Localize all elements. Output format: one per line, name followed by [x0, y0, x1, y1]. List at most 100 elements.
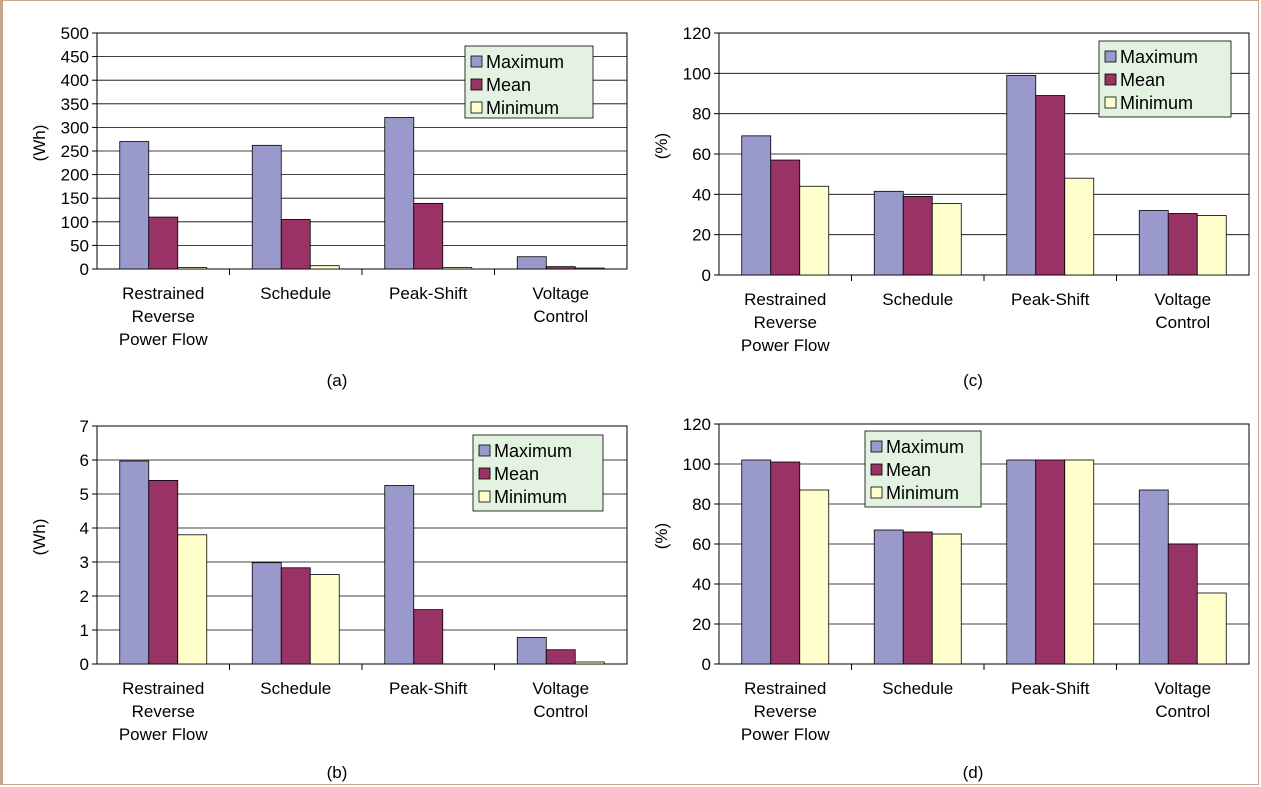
legend-swatch [470, 101, 483, 114]
legend-swatch [478, 444, 491, 457]
legend-entry: Mean [886, 460, 931, 480]
legend-swatch [1104, 50, 1117, 63]
legend-swatch [470, 78, 483, 91]
y-tick-label: 0 [702, 266, 711, 285]
bar-minimum-2 [309, 265, 340, 270]
legend-swatch [1104, 96, 1117, 109]
chart-a: 0 50 100 150 200 250 300 350 400 450 500 (Wh) Restra… [30, 24, 628, 390]
bar-mean-3 [413, 609, 444, 665]
y-tick-label: 150 [61, 189, 89, 208]
y-tick-label: 100 [683, 455, 711, 474]
y-tick-label: 120 [683, 24, 711, 43]
bar-minimum-2 [931, 533, 962, 665]
bar-maximum-4 [1138, 210, 1169, 276]
legend-entry: Maximum [1120, 47, 1198, 67]
figure-canvas: 050100150200250300350400450500(Wh)Restra… [30, 24, 1250, 782]
legend-swatch [478, 467, 491, 480]
x-tick-label: Restrained Reverse Power Flow [119, 284, 209, 349]
x-tick-label: Peak-Shift [1011, 290, 1090, 309]
bar-minimum-2 [309, 574, 340, 665]
y-axis-label: (%) [652, 523, 671, 549]
legend-box [864, 430, 982, 508]
bar-maximum-3 [384, 485, 415, 665]
y-tick-label: 500 [61, 24, 89, 43]
legend-entry: Minimum [1120, 93, 1193, 113]
y-tick-label: 1 [80, 621, 89, 640]
panel-caption: (d) [963, 763, 984, 782]
chart-d: 0 20 40 60 80 100 120 (%) Restrained Reverse Power… [652, 415, 1250, 782]
bar-maximum-2 [873, 190, 904, 276]
legend-entry: Maximum [886, 437, 964, 457]
x-tick-label: Peak-Shift [389, 679, 468, 698]
y-tick-label: 0 [80, 655, 89, 674]
bar-maximum-1 [119, 460, 150, 665]
x-tick-label: Schedule [882, 679, 953, 698]
bar-minimum-1 [177, 267, 208, 270]
bar-maximum-3 [1006, 459, 1037, 665]
y-tick-label: 20 [692, 615, 711, 634]
y-tick-label: 350 [61, 95, 89, 114]
bar-maximum-1 [741, 459, 772, 665]
legend-entry: Maximum [494, 441, 572, 461]
y-tick-label: 4 [80, 519, 89, 538]
y-tick-label: 80 [692, 105, 711, 124]
x-tick-label: Voltage Control [532, 284, 589, 326]
legend-entry: Mean [486, 75, 531, 95]
y-tick-label: 0 [80, 260, 89, 279]
y-tick-label: 20 [692, 226, 711, 245]
bar-maximum-4 [1138, 489, 1169, 665]
bar-maximum-3 [384, 117, 415, 270]
legend-entry: Mean [1120, 70, 1165, 90]
y-tick-label: 400 [61, 71, 89, 90]
chart-b: 0 1 2 3 4 5 6 7 (Wh) Restrained Reverse Power Flow S… [30, 417, 628, 782]
legend-entry: Minimum [494, 487, 567, 507]
x-tick-label: Schedule [260, 679, 331, 698]
bar-maximum-2 [251, 144, 282, 270]
y-tick-label: 6 [80, 451, 89, 470]
bar-mean-1 [770, 461, 801, 665]
bar-mean-3 [1035, 459, 1066, 665]
x-tick-label: Peak-Shift [1011, 679, 1090, 698]
y-axis-label: (Wh) [30, 125, 49, 162]
y-tick-label: 5 [80, 485, 89, 504]
bar-minimum-3 [1064, 459, 1095, 665]
bar-mean-4 [1167, 213, 1198, 276]
x-tick-label: Voltage Control [1154, 290, 1211, 332]
bar-mean-4 [545, 266, 576, 270]
legend: Maximum Mean Minimum [464, 45, 594, 119]
bar-mean-4 [1167, 543, 1198, 665]
bar-minimum-4 [574, 661, 605, 665]
x-tick-label: Schedule [260, 284, 331, 303]
legend-swatch [470, 55, 483, 68]
bar-mean-2 [902, 195, 933, 276]
panel-caption: (c) [963, 371, 983, 390]
bar-mean-1 [148, 216, 179, 270]
y-tick-label: 2 [80, 587, 89, 606]
legend-box [1098, 40, 1232, 118]
y-axis-label: (%) [652, 133, 671, 159]
bar-maximum-1 [741, 135, 772, 276]
y-tick-label: 80 [692, 495, 711, 514]
bar-minimum-4 [1196, 592, 1227, 665]
y-tick-label: 60 [692, 535, 711, 554]
y-tick-label: 450 [61, 48, 89, 67]
bar-mean-4 [545, 649, 576, 665]
legend-entry: Maximum [486, 52, 564, 72]
y-tick-label: 300 [61, 118, 89, 137]
y-tick-label: 250 [61, 142, 89, 161]
x-tick-label: Restrained Reverse Power Flow [119, 679, 209, 744]
bar-mean-3 [413, 202, 444, 270]
bar-mean-1 [148, 479, 179, 665]
bar-minimum-4 [574, 267, 605, 270]
bar-maximum-2 [251, 562, 282, 665]
bar-minimum-1 [799, 185, 830, 276]
x-tick-label: Peak-Shift [389, 284, 468, 303]
legend-swatch [1104, 73, 1117, 86]
y-tick-label: 3 [80, 553, 89, 572]
bar-minimum-3 [1064, 177, 1095, 276]
legend-swatch [870, 463, 883, 476]
y-tick-label: 200 [61, 166, 89, 185]
y-tick-label: 120 [683, 415, 711, 434]
bar-maximum-4 [516, 637, 547, 665]
